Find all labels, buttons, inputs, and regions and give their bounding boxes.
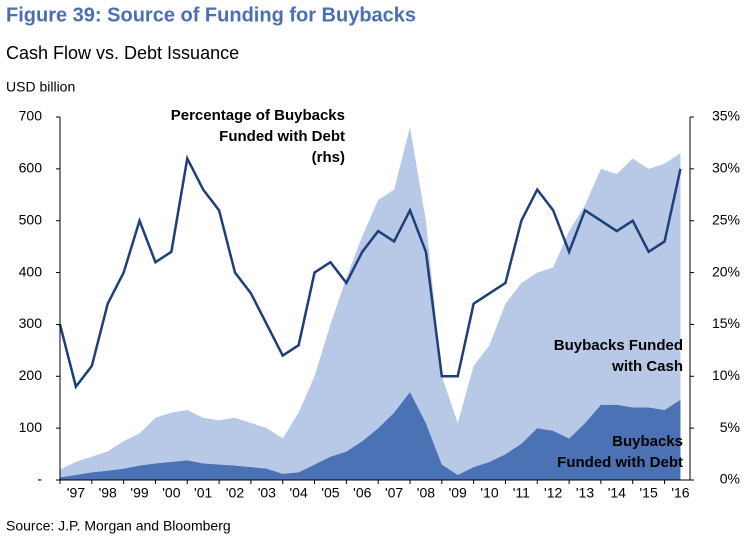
y2-tick-label: 15% [712,315,740,331]
x-tick-label: '08 [417,485,435,501]
x-tick-label: '15 [640,485,658,501]
y-tick-label: 300 [19,315,43,331]
y-tick-label: 600 [19,160,43,176]
x-tick-label: '03 [258,485,276,501]
y2-tick-label: 35% [712,108,740,124]
y2-tick-label: 20% [712,263,740,279]
series-label: Buybacks [612,433,683,450]
series-label: Buybacks Funded [554,337,683,354]
y2-tick-label: 5% [720,419,740,435]
series-label: Percentage of Buybacks [171,107,345,124]
source: Source: J.P. Morgan and Bloomberg [6,518,231,534]
x-tick-label: '02 [226,485,244,501]
x-tick-label: '14 [608,485,626,501]
x-tick-label: '16 [671,485,689,501]
x-tick-label: '05 [321,485,339,501]
y2-tick-label: 25% [712,211,740,227]
x-tick-label: '01 [194,485,212,501]
x-tick-label: '06 [353,485,371,501]
y2-tick-label: 10% [712,367,740,383]
y-tick-label: 700 [19,108,43,124]
area [60,127,681,478]
x-tick-label: '00 [162,485,180,501]
y-tick-label: 100 [19,419,43,435]
y2-tick-label: 30% [712,160,740,176]
x-tick-label: '97 [67,485,85,501]
y-tick-label: 200 [19,367,43,383]
x-tick-label: '98 [99,485,117,501]
series-label: Funded with Debt [219,128,345,145]
y-tick-label: 400 [19,263,43,279]
x-tick-label: '07 [385,485,403,501]
series-label: (rhs) [312,149,345,166]
series-label: Funded with Debt [557,454,683,471]
y-axis-label: USD billion [6,79,75,95]
x-tick-label: '99 [130,485,148,501]
chart-title: Figure 39: Source of Funding for Buyback… [6,4,416,26]
x-tick-label: '09 [449,485,467,501]
area [60,391,681,480]
line [58,154,682,390]
chart-subtitle: Cash Flow vs. Debt Issuance [6,43,239,63]
x-tick-label: '11 [513,485,530,501]
x-tick-label: '12 [544,485,562,501]
y-tick-label: - [37,471,42,487]
series-label: with Cash [611,358,683,375]
x-tick-label: '04 [290,485,308,501]
x-tick-label: '13 [576,485,594,501]
x-tick-label: '10 [480,485,498,501]
y2-tick-label: 0% [720,471,740,487]
y-tick-label: 500 [19,211,43,227]
